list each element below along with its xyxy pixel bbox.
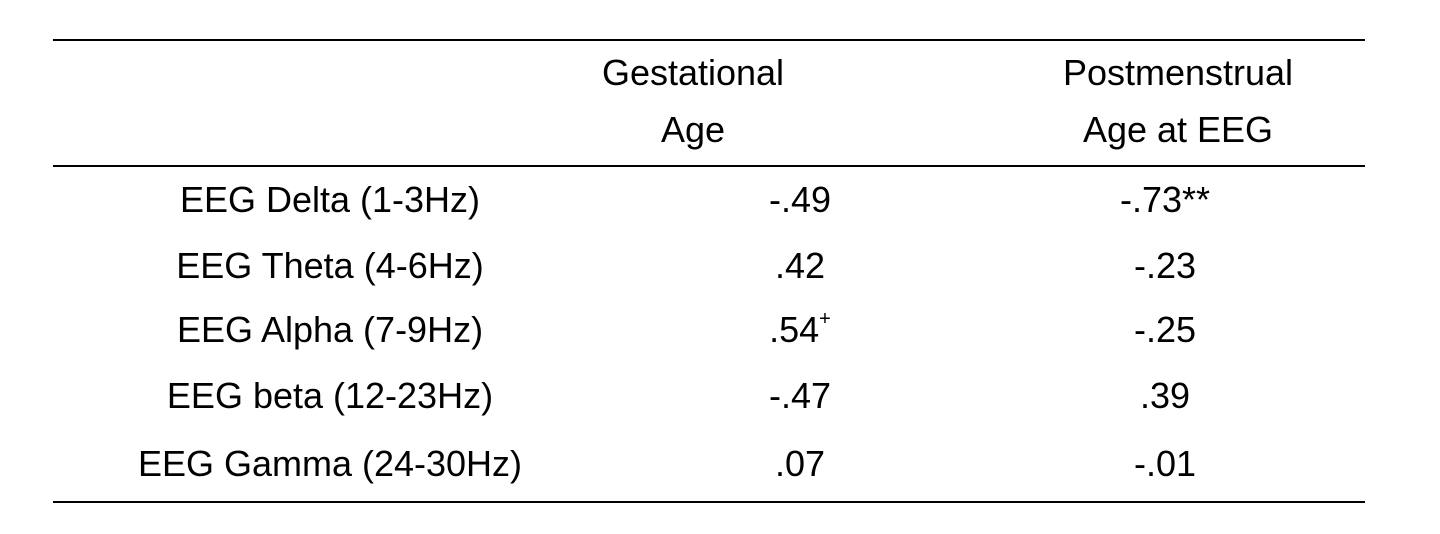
row-label: EEG Delta (1-3Hz) bbox=[179, 179, 481, 220]
postmenstrual-value: -.23 bbox=[1133, 245, 1197, 286]
postmenstrual-value: -.73** bbox=[1119, 179, 1211, 220]
gestational-value: .07 bbox=[690, 431, 910, 497]
gestational-number: -.49 bbox=[768, 179, 832, 220]
table-row: EEG beta (12-23Hz) -.47 .39 bbox=[53, 363, 1365, 429]
row-label: EEG Gamma (24-30Hz) bbox=[137, 443, 523, 484]
postmenstrual-value: .39 bbox=[1139, 375, 1191, 416]
gestational-value: -.49 bbox=[690, 167, 910, 233]
row-label: EEG Alpha (7-9Hz) bbox=[176, 309, 484, 350]
correlation-table: Gestational Age Postmenstrual Age at EEG… bbox=[53, 39, 1365, 503]
bottom-rule bbox=[53, 501, 1365, 503]
top-rule bbox=[53, 39, 1365, 41]
gestational-number: .07 bbox=[774, 443, 826, 484]
header-postmenstrual-line1: Postmenstrual bbox=[1062, 52, 1294, 93]
significance-mark: + bbox=[819, 308, 831, 330]
table-row: EEG Alpha (7-9Hz) .54+ -.25 bbox=[53, 297, 1365, 363]
table-row: EEG Delta (1-3Hz) -.49 -.73** bbox=[53, 167, 1365, 233]
header-gestational-age: Gestational Age bbox=[583, 44, 803, 158]
table-header: Gestational Age Postmenstrual Age at EEG bbox=[53, 41, 1365, 165]
header-postmenstrual-line2: Age at EEG bbox=[1082, 109, 1274, 150]
postmenstrual-value: -.25 bbox=[1133, 309, 1197, 350]
header-gestational-line1: Gestational bbox=[601, 52, 785, 93]
table-body: EEG Delta (1-3Hz) -.49 -.73** EEG Theta … bbox=[53, 167, 1365, 501]
gestational-value: -.47 bbox=[690, 363, 910, 429]
gestational-number: .54 bbox=[769, 309, 820, 350]
row-label: EEG beta (12-23Hz) bbox=[166, 375, 494, 416]
gestational-number: .42 bbox=[774, 245, 826, 286]
postmenstrual-value: -.01 bbox=[1133, 443, 1197, 484]
row-label: EEG Theta (4-6Hz) bbox=[176, 245, 484, 286]
gestational-number: -.47 bbox=[768, 375, 832, 416]
table-row: EEG Theta (4-6Hz) .42 -.23 bbox=[53, 233, 1365, 299]
header-gestational-line2: Age bbox=[660, 109, 726, 150]
header-postmenstrual-age: Postmenstrual Age at EEG bbox=[998, 44, 1358, 158]
gestational-value: .42 bbox=[690, 233, 910, 299]
gestational-value: .54+ bbox=[690, 297, 910, 363]
table-row: EEG Gamma (24-30Hz) .07 -.01 bbox=[53, 431, 1365, 497]
header-rule bbox=[53, 165, 1365, 167]
